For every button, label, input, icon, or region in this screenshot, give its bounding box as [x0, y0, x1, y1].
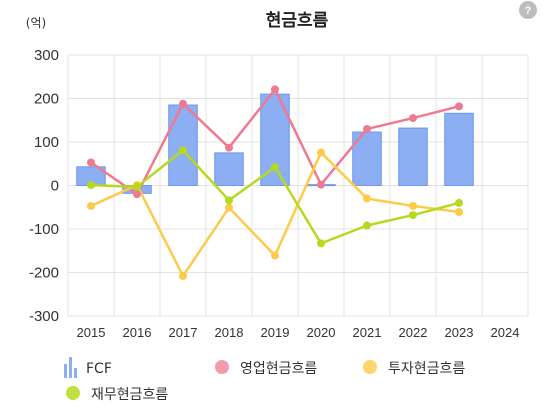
legend-item-operating[interactable]: 영업현금흐름 — [215, 360, 317, 377]
x-tick-label: 2019 — [261, 325, 290, 340]
legend-label-fcf: FCF — [86, 361, 112, 377]
series-point[interactable] — [317, 239, 325, 248]
legend-label-financing: 재무현금흐름 — [91, 387, 168, 403]
y-tick-label: 100 — [34, 134, 59, 151]
help-icon — [519, 1, 537, 19]
legend-label-operating: 영업현금흐름 — [240, 361, 317, 377]
series-point[interactable] — [271, 251, 279, 260]
legend-item-fcf[interactable]: FCF — [64, 357, 112, 378]
series-point[interactable] — [271, 163, 279, 172]
series-points — [87, 85, 463, 280]
pink-dot-icon — [215, 360, 229, 374]
fcf-bar[interactable] — [214, 152, 244, 186]
x-tick-label: 2017 — [169, 325, 198, 340]
x-tick-label: 2024 — [491, 325, 520, 340]
series-point[interactable] — [133, 190, 141, 199]
series-point[interactable] — [317, 180, 325, 189]
grid — [67, 54, 529, 317]
series-point[interactable] — [179, 99, 187, 108]
x-tick-label: 2018 — [215, 325, 244, 340]
series-point[interactable] — [317, 148, 325, 157]
y-tick-label: 300 — [34, 47, 59, 64]
y-tick-label: -100 — [29, 221, 59, 238]
legend: FCF 영업현금흐름 투자현금흐름 재무현금흐름 — [64, 357, 465, 403]
series-point[interactable] — [455, 198, 463, 207]
fcf-bar[interactable] — [168, 104, 198, 186]
series-point[interactable] — [409, 114, 417, 123]
yellow-dot-icon — [363, 360, 377, 374]
series-point[interactable] — [179, 146, 187, 155]
help-button[interactable]: ? — [519, 1, 537, 19]
fcf-bars — [76, 93, 474, 194]
legend-item-financing[interactable]: 재무현금흐름 — [66, 386, 168, 403]
series-point[interactable] — [455, 208, 463, 217]
legend-label-investing: 투자현금흐름 — [388, 361, 465, 377]
bar-chart-icon — [64, 357, 77, 378]
x-tick-label: 2015 — [77, 325, 106, 340]
series-point[interactable] — [271, 85, 279, 94]
series-point[interactable] — [133, 182, 141, 191]
series-point[interactable] — [455, 102, 463, 111]
y-tick-label: 200 — [34, 91, 59, 108]
series-point[interactable] — [409, 201, 417, 210]
green-dot-icon — [66, 386, 80, 400]
series-point[interactable] — [363, 221, 371, 230]
y-tick-label: -300 — [29, 308, 59, 325]
svg-text:?: ? — [525, 5, 532, 17]
series-point[interactable] — [225, 196, 233, 205]
legend-item-investing[interactable]: 투자현금흐름 — [363, 360, 465, 377]
y-tick-label: -200 — [29, 265, 59, 282]
series-point[interactable] — [225, 143, 233, 152]
fcf-bar[interactable] — [398, 127, 428, 186]
fcf-bar[interactable] — [444, 112, 474, 186]
series-point[interactable] — [363, 124, 371, 133]
x-tick-label: 2023 — [445, 325, 474, 340]
x-tick-label: 2022 — [399, 325, 428, 340]
series-point[interactable] — [409, 211, 417, 220]
x-tick-label: 2021 — [353, 325, 382, 340]
x-tick-label: 2020 — [307, 325, 336, 340]
series-point[interactable] — [225, 203, 233, 212]
series-point[interactable] — [87, 158, 95, 167]
unit-label: (억) — [26, 16, 46, 30]
y-axis-ticks: 300 200 100 0 -100 -200 -300 — [29, 47, 59, 325]
chart-title: 현금흐름 — [266, 11, 329, 31]
x-axis-ticks: 2015 2016 2017 2018 2019 2020 2021 2022 2023 2024 — [77, 325, 520, 340]
x-tick-label: 2016 — [123, 325, 152, 340]
series-point[interactable] — [363, 194, 371, 203]
y-tick-label: 0 — [51, 178, 59, 195]
series-point[interactable] — [87, 181, 95, 190]
series-point[interactable] — [179, 271, 187, 280]
series-point[interactable] — [87, 201, 95, 210]
